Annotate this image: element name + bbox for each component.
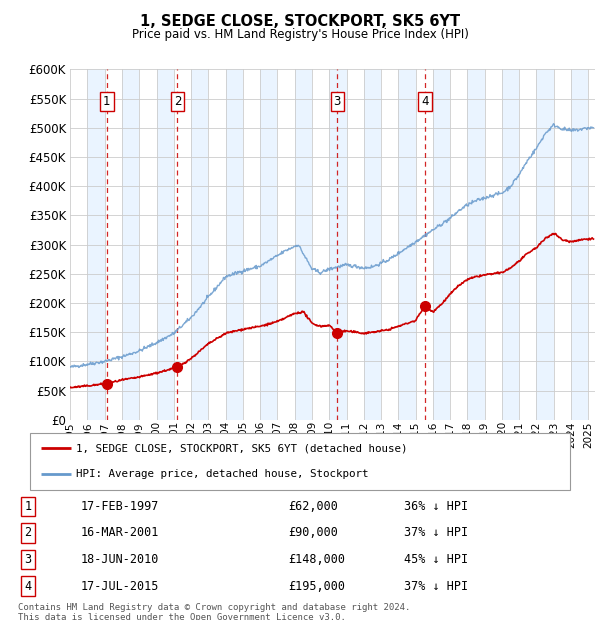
Bar	[364, 69, 381, 420]
Bar	[226, 69, 243, 420]
Text: HPI: Average price, detached house, Stockport: HPI: Average price, detached house, Stoc…	[76, 469, 368, 479]
Bar	[191, 69, 208, 420]
Text: £62,000: £62,000	[289, 500, 338, 513]
Bar	[467, 69, 485, 420]
Bar	[329, 69, 347, 420]
Text: 16-MAR-2001: 16-MAR-2001	[81, 526, 160, 539]
Bar	[571, 69, 588, 420]
Text: 1, SEDGE CLOSE, STOCKPORT, SK5 6YT (detached house): 1, SEDGE CLOSE, STOCKPORT, SK5 6YT (deta…	[76, 443, 407, 453]
Bar	[157, 69, 174, 420]
Text: 1: 1	[103, 95, 110, 108]
Text: 17-FEB-1997: 17-FEB-1997	[81, 500, 160, 513]
Text: 36% ↓ HPI: 36% ↓ HPI	[404, 500, 468, 513]
Text: 2: 2	[173, 95, 181, 108]
Text: 1, SEDGE CLOSE, STOCKPORT, SK5 6YT: 1, SEDGE CLOSE, STOCKPORT, SK5 6YT	[140, 14, 460, 29]
Text: 2: 2	[25, 526, 32, 539]
Bar	[260, 69, 277, 420]
Text: 17-JUL-2015: 17-JUL-2015	[81, 580, 160, 593]
Text: £195,000: £195,000	[289, 580, 346, 593]
Text: 45% ↓ HPI: 45% ↓ HPI	[404, 553, 468, 566]
Bar	[88, 69, 105, 420]
Text: 37% ↓ HPI: 37% ↓ HPI	[404, 526, 468, 539]
Text: Price paid vs. HM Land Registry's House Price Index (HPI): Price paid vs. HM Land Registry's House …	[131, 28, 469, 41]
Bar	[295, 69, 312, 420]
Text: Contains HM Land Registry data © Crown copyright and database right 2024.
This d: Contains HM Land Registry data © Crown c…	[18, 603, 410, 620]
Bar	[536, 69, 554, 420]
Bar	[398, 69, 416, 420]
Text: £148,000: £148,000	[289, 553, 346, 566]
Text: 18-JUN-2010: 18-JUN-2010	[81, 553, 160, 566]
Text: 1: 1	[25, 500, 32, 513]
Bar	[433, 69, 450, 420]
Bar	[502, 69, 519, 420]
Text: £90,000: £90,000	[289, 526, 338, 539]
Text: 37% ↓ HPI: 37% ↓ HPI	[404, 580, 468, 593]
Text: 3: 3	[334, 95, 341, 108]
Text: 3: 3	[25, 553, 32, 566]
Text: 4: 4	[421, 95, 428, 108]
Bar	[122, 69, 139, 420]
Text: 4: 4	[25, 580, 32, 593]
